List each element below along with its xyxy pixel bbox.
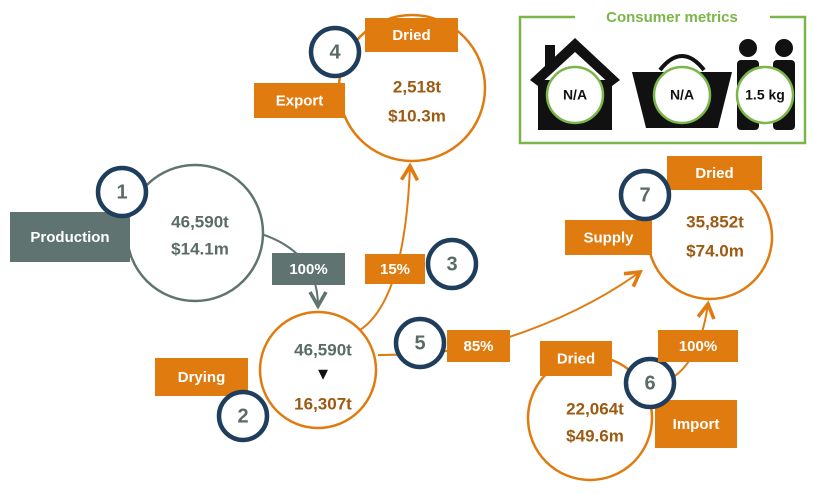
node-tag: Dried (557, 350, 595, 367)
metric-circle (652, 65, 712, 125)
step-number: 6 (644, 372, 655, 394)
node-value: $74.0m (686, 241, 744, 260)
flow-label-box (447, 330, 510, 362)
node-value: $49.6m (566, 426, 624, 445)
metric-circle (735, 65, 795, 125)
node-label-box (254, 83, 345, 118)
node-value: $14.1m (171, 239, 229, 258)
node-tag-box (667, 156, 762, 190)
step-badge (393, 316, 447, 370)
flow-label: 100% (289, 261, 327, 278)
flow-label-box (658, 330, 738, 362)
node-label-box (655, 400, 737, 448)
step-number: 7 (639, 184, 650, 206)
node-value: 22,064t (566, 399, 624, 418)
flow-label: 15% (380, 261, 410, 278)
node-label: Production (30, 229, 109, 246)
node-tag: Dried (695, 165, 733, 182)
flow-label: 100% (679, 338, 717, 355)
metric-value: N/A (563, 87, 587, 103)
node-label: Export (276, 92, 324, 109)
node-value: 2,518t (393, 77, 442, 96)
step-number: 3 (446, 253, 457, 275)
flow-label: 85% (463, 338, 493, 355)
flow-label-box (365, 254, 425, 284)
node-value: 46,590t (171, 212, 229, 231)
step-badge (425, 237, 479, 291)
node-tag-box (540, 341, 612, 376)
node-tag: Dried (392, 27, 430, 44)
node-label: Drying (178, 369, 226, 386)
metric-value: N/A (670, 87, 694, 103)
node-label-box (10, 212, 130, 262)
metric-circle (545, 65, 605, 125)
node-value: 16,307t (294, 394, 352, 413)
title-bg (575, 6, 770, 30)
metric-value: 1.5 kg (745, 87, 785, 103)
step-number: 2 (237, 405, 248, 427)
step-number: 5 (414, 332, 425, 354)
step-number: 1 (116, 181, 127, 203)
step-badge (216, 389, 270, 443)
node-label-box (155, 358, 248, 396)
connector (359, 162, 420, 331)
step-badge (95, 165, 149, 219)
metrics-title: Consumer metrics (606, 9, 738, 26)
node-label: Import (673, 416, 720, 433)
node-value: 46,590t (294, 340, 352, 359)
node-tag-box (365, 18, 458, 52)
node-value: 35,852t (686, 212, 744, 231)
node-value: $10.3m (388, 106, 446, 125)
node-circle (258, 310, 378, 430)
step-badge (308, 25, 362, 79)
flow-label-box (272, 253, 345, 285)
node-label-box (565, 220, 652, 255)
step-number: 4 (329, 41, 341, 63)
node-label: Supply (583, 229, 634, 246)
step-badge (623, 356, 677, 410)
step-badge (618, 168, 672, 222)
node-value: ▼ (315, 364, 332, 383)
